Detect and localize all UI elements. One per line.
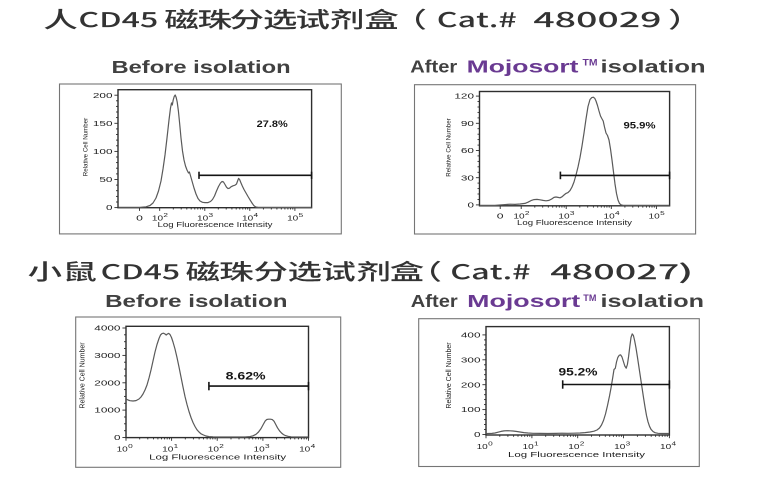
- svg-text:TM: TM: [583, 57, 598, 67]
- svg-text:3: 3: [265, 444, 270, 450]
- svg-text:Log Fluorescence Intensity: Log Fluorescence Intensity: [158, 220, 274, 229]
- svg-text:isolation: isolation: [601, 57, 706, 77]
- svg-text:120: 120: [454, 94, 474, 101]
- svg-text:Mojosort: Mojosort: [467, 291, 580, 311]
- svg-text:90: 90: [461, 121, 474, 128]
- svg-text:10: 10: [568, 444, 579, 451]
- svg-text:100: 100: [461, 407, 481, 414]
- svg-text:50: 50: [99, 177, 112, 184]
- svg-text:10: 10: [242, 216, 253, 223]
- svg-text:10: 10: [162, 447, 173, 454]
- svg-text:Relative Cell Number: Relative Cell Number: [446, 118, 453, 176]
- svg-text:isolation: isolation: [601, 291, 705, 311]
- svg-text:After: After: [411, 291, 458, 311]
- svg-text:3: 3: [626, 442, 631, 448]
- svg-text:200: 200: [461, 382, 481, 389]
- svg-text:3000: 3000: [94, 353, 120, 360]
- svg-text:10: 10: [614, 444, 625, 451]
- svg-text:10: 10: [299, 447, 310, 454]
- svg-text:10: 10: [287, 216, 298, 223]
- svg-text:0: 0: [474, 432, 481, 439]
- svg-text:0: 0: [136, 216, 143, 223]
- svg-text:60: 60: [461, 148, 474, 155]
- svg-text:0: 0: [497, 214, 504, 221]
- svg-text:1: 1: [174, 444, 179, 450]
- svg-text:After: After: [410, 57, 457, 77]
- svg-text:Log Fluorescence Intensity: Log Fluorescence Intensity: [517, 218, 633, 227]
- svg-text:Relative Cell Number: Relative Cell Number: [446, 342, 453, 409]
- svg-text:Before isolation: Before isolation: [105, 291, 287, 311]
- svg-text:4: 4: [254, 213, 259, 219]
- svg-text:Log Fluorescence Intensity: Log Fluorescence Intensity: [149, 452, 287, 461]
- svg-text:10: 10: [523, 444, 534, 451]
- svg-text:95.9%: 95.9%: [624, 121, 656, 131]
- svg-text:200: 200: [93, 93, 113, 100]
- svg-text:2: 2: [525, 211, 530, 217]
- svg-text:10: 10: [208, 447, 219, 454]
- svg-text:2: 2: [219, 444, 224, 450]
- svg-text:TM: TM: [583, 293, 596, 303]
- svg-text:2000: 2000: [94, 380, 120, 387]
- svg-text:Before isolation: Before isolation: [112, 57, 291, 77]
- svg-text:0: 0: [468, 203, 475, 210]
- svg-text:400: 400: [461, 333, 481, 340]
- svg-text:10: 10: [477, 444, 488, 451]
- svg-text:Relative Cell Number: Relative Cell Number: [80, 342, 87, 409]
- svg-text:95.2%: 95.2%: [559, 366, 599, 378]
- svg-text:1: 1: [534, 442, 539, 448]
- svg-text:5: 5: [299, 213, 304, 219]
- svg-text:150: 150: [93, 121, 113, 128]
- svg-text:Mojosort: Mojosort: [467, 57, 579, 77]
- svg-text:2: 2: [580, 442, 585, 448]
- svg-text:10: 10: [660, 444, 671, 451]
- svg-text:10: 10: [152, 216, 163, 223]
- svg-text:10: 10: [558, 214, 569, 221]
- svg-text:8.62%: 8.62%: [226, 370, 267, 382]
- svg-text:100: 100: [93, 149, 113, 156]
- svg-text:10: 10: [197, 216, 208, 223]
- svg-text:10: 10: [117, 447, 128, 454]
- svg-text:4: 4: [615, 211, 620, 217]
- svg-text:5: 5: [660, 211, 665, 217]
- svg-text:27.8%: 27.8%: [257, 119, 288, 129]
- svg-text:30: 30: [461, 175, 474, 182]
- svg-text:0: 0: [106, 205, 113, 212]
- svg-text:Log Fluorescence Intensity: Log Fluorescence Intensity: [508, 450, 646, 459]
- svg-text:10: 10: [513, 214, 524, 221]
- svg-text:0: 0: [128, 444, 133, 450]
- svg-text:3: 3: [209, 213, 214, 219]
- svg-text:3: 3: [570, 211, 575, 217]
- svg-text:10: 10: [254, 447, 265, 454]
- svg-text:300: 300: [461, 357, 481, 364]
- svg-text:0: 0: [114, 435, 121, 442]
- svg-text:1000: 1000: [94, 408, 120, 415]
- svg-text:4: 4: [311, 444, 316, 450]
- svg-text:2: 2: [163, 213, 168, 219]
- svg-text:10: 10: [649, 214, 660, 221]
- svg-text:4: 4: [672, 442, 677, 448]
- svg-text:0: 0: [488, 442, 493, 448]
- svg-text:Relative Cell Number: Relative Cell Number: [83, 118, 90, 176]
- svg-text:10: 10: [604, 214, 615, 221]
- svg-text:4000: 4000: [94, 326, 120, 333]
